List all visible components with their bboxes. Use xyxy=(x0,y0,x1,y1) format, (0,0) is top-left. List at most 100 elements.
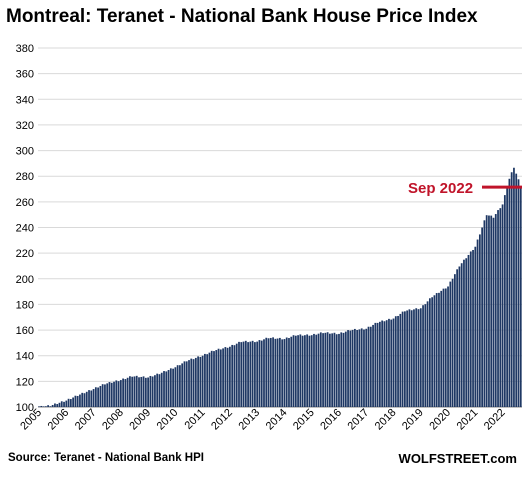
bar-47 xyxy=(144,377,147,407)
bar-64 xyxy=(183,361,186,407)
x-tick-label-2006: 2006 xyxy=(46,407,72,433)
bar-37 xyxy=(122,378,124,407)
bar-55 xyxy=(163,371,165,407)
y-tick-label-320: 320 xyxy=(16,120,34,132)
bar-21 xyxy=(85,391,88,407)
bar-33 xyxy=(113,381,115,407)
bar-5 xyxy=(49,406,52,407)
bar-86 xyxy=(233,345,236,407)
y-tick-label-120: 120 xyxy=(16,376,34,388)
bar-26 xyxy=(97,387,99,407)
x-tick-label-2014: 2014 xyxy=(264,407,290,433)
y-tick-label-340: 340 xyxy=(16,94,34,106)
bar-172 xyxy=(428,298,431,407)
bar-15 xyxy=(72,397,74,407)
bar-127 xyxy=(326,332,329,407)
bar-95 xyxy=(254,342,256,407)
bar-71 xyxy=(199,356,202,407)
bar-168 xyxy=(419,308,422,407)
bar-67 xyxy=(190,358,193,407)
bar-22 xyxy=(88,390,90,407)
y-tick-label-200: 200 xyxy=(16,274,34,286)
source-note: Source: Teranet - National Bank HPI xyxy=(8,452,204,464)
bar-81 xyxy=(222,348,224,407)
bar-45 xyxy=(140,376,143,407)
x-tick-label-2011: 2011 xyxy=(183,407,208,432)
bar-152 xyxy=(383,321,386,407)
bar-148 xyxy=(374,322,377,407)
bar-93 xyxy=(249,341,252,407)
bar-72 xyxy=(201,355,204,407)
x-tick-label-2022: 2022 xyxy=(482,407,508,433)
bar-147 xyxy=(372,324,374,407)
y-tick-label-260: 260 xyxy=(16,197,34,209)
bar-180 xyxy=(447,286,449,407)
bar-165 xyxy=(413,309,415,407)
bar-163 xyxy=(408,309,411,407)
bar-101 xyxy=(267,338,270,407)
bar-212 xyxy=(519,186,522,407)
bar-184 xyxy=(456,269,459,407)
bar-82 xyxy=(224,347,227,407)
bar-159 xyxy=(399,313,402,407)
bar-75 xyxy=(208,352,211,407)
bar-142 xyxy=(360,328,363,407)
bar-10 xyxy=(60,401,63,407)
bar-157 xyxy=(394,316,397,407)
bar-135 xyxy=(344,331,347,407)
bar-12 xyxy=(65,400,68,407)
bar-9 xyxy=(58,402,61,407)
bar-66 xyxy=(188,360,190,407)
bar-13 xyxy=(67,398,70,407)
y-tick-label-140: 140 xyxy=(16,351,34,363)
bar-78 xyxy=(215,350,218,407)
bar-52 xyxy=(156,373,159,407)
bar-149 xyxy=(376,322,379,407)
bar-114 xyxy=(297,335,299,407)
bar-43 xyxy=(135,375,138,407)
bar-53 xyxy=(158,374,161,407)
bar-134 xyxy=(342,332,345,407)
bar-132 xyxy=(338,333,340,407)
bar-80 xyxy=(219,349,222,407)
bar-112 xyxy=(292,335,295,407)
bar-131 xyxy=(335,334,338,407)
bar-65 xyxy=(185,361,188,407)
bar-137 xyxy=(349,330,352,407)
bar-38 xyxy=(124,379,127,407)
bar-128 xyxy=(329,333,331,407)
bar-123 xyxy=(317,333,320,407)
bar-2 xyxy=(42,406,45,407)
bar-170 xyxy=(424,304,427,407)
y-tick-label-180: 180 xyxy=(16,299,34,311)
bar-35 xyxy=(117,381,120,407)
bar-44 xyxy=(138,377,140,407)
bar-83 xyxy=(226,347,229,407)
bar-169 xyxy=(422,305,424,407)
bar-58 xyxy=(169,368,172,407)
bar-122 xyxy=(315,334,318,407)
bar-200 xyxy=(492,217,495,407)
bar-49 xyxy=(149,375,152,407)
bar-190 xyxy=(469,251,472,407)
bar-139 xyxy=(354,328,356,407)
y-tick-label-100: 100 xyxy=(16,402,34,414)
bar-54 xyxy=(160,372,163,407)
bar-19 xyxy=(81,392,84,407)
bar-28 xyxy=(101,384,104,407)
bar-194 xyxy=(478,234,481,407)
bar-7 xyxy=(54,403,56,407)
bar-42 xyxy=(133,376,136,407)
bar-146 xyxy=(369,326,372,407)
bar-63 xyxy=(181,363,184,407)
bar-156 xyxy=(392,318,395,407)
bar-153 xyxy=(385,320,388,407)
bar-187 xyxy=(463,259,465,407)
bar-210 xyxy=(515,173,518,407)
bar-189 xyxy=(467,254,470,407)
bars xyxy=(38,167,522,407)
x-tick-label-2010: 2010 xyxy=(155,407,181,433)
bar-191 xyxy=(472,249,474,407)
bar-196 xyxy=(483,220,486,407)
